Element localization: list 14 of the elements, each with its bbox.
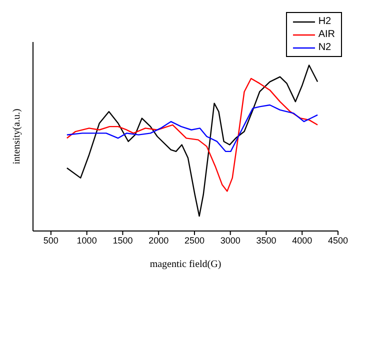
legend-label: N2 (318, 41, 332, 54)
x-tick-label: 1000 (76, 235, 97, 246)
x-axis-title: magentic field(G) (150, 259, 222, 270)
x-tick-label: 4000 (292, 235, 312, 246)
x-tick-label: 3500 (256, 235, 276, 246)
x-tick-label: 2500 (184, 235, 204, 246)
legend-label: AIR (318, 28, 335, 41)
x-tick-label: 500 (43, 235, 58, 246)
legend-label: H2 (318, 15, 332, 28)
x-tick-label: 2000 (148, 235, 169, 246)
x-tick-label: 3000 (220, 235, 240, 246)
y-axis-title: intensity(a.u.) (12, 108, 23, 164)
x-tick-label: 4500 (328, 235, 348, 246)
x-tick-label: 1500 (112, 235, 133, 246)
